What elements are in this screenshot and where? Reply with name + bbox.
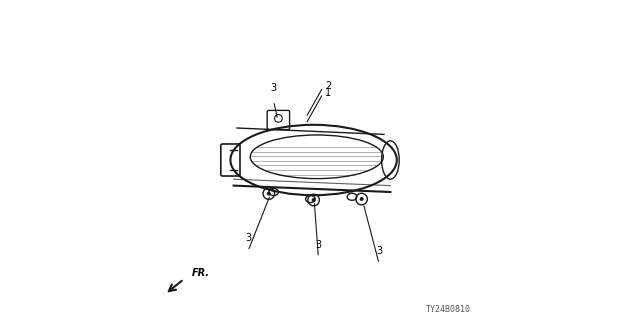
Circle shape [312, 198, 316, 202]
Text: 3: 3 [271, 83, 276, 93]
Text: 3: 3 [376, 246, 382, 256]
Text: 3: 3 [316, 240, 321, 250]
Circle shape [268, 192, 271, 195]
Text: FR.: FR. [191, 268, 209, 278]
Text: 1: 1 [325, 88, 331, 98]
Circle shape [360, 197, 364, 201]
Text: TY24B0810: TY24B0810 [426, 305, 470, 314]
Text: 3: 3 [245, 233, 251, 243]
Text: 2: 2 [325, 81, 331, 91]
